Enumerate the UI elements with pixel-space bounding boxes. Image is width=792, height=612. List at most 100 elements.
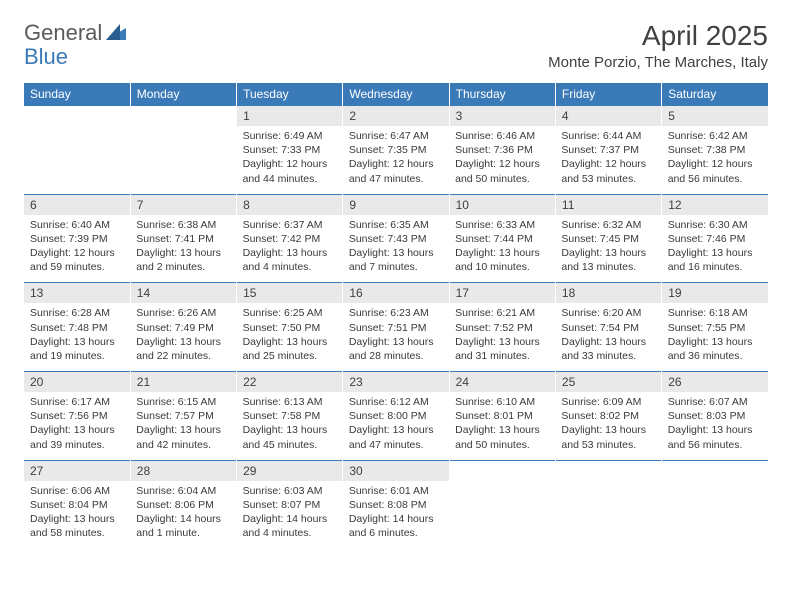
detail-row: Sunrise: 6:40 AMSunset: 7:39 PMDaylight:… [24,215,768,283]
day-detail-cell: Sunrise: 6:26 AMSunset: 7:49 PMDaylight:… [130,303,236,371]
day-detail-cell: Sunrise: 6:32 AMSunset: 7:45 PMDaylight:… [555,215,661,283]
daynum-row: 27282930 [24,460,768,481]
day-number-cell: 18 [555,283,661,304]
day-number-cell: 24 [449,372,555,393]
day-number-cell: 6 [24,194,130,215]
day-detail-cell: Sunrise: 6:23 AMSunset: 7:51 PMDaylight:… [343,303,449,371]
detail-row: Sunrise: 6:28 AMSunset: 7:48 PMDaylight:… [24,303,768,371]
page: General April 2025 Monte Porzio, The Mar… [0,0,792,568]
day-number-cell: 7 [130,194,236,215]
weekday-header-row: SundayMondayTuesdayWednesdayThursdayFrid… [24,83,768,106]
day-number-cell: 4 [555,106,661,127]
weekday-header: Sunday [24,83,130,106]
day-number-cell: 16 [343,283,449,304]
day-number-cell: 13 [24,283,130,304]
day-number-cell: 21 [130,372,236,393]
day-number-cell [24,106,130,127]
day-detail-cell: Sunrise: 6:38 AMSunset: 7:41 PMDaylight:… [130,215,236,283]
day-number-cell: 12 [662,194,768,215]
title-block: April 2025 Monte Porzio, The Marches, It… [548,20,768,71]
detail-row: Sunrise: 6:17 AMSunset: 7:56 PMDaylight:… [24,392,768,460]
day-number-cell: 2 [343,106,449,127]
day-number-cell: 28 [130,460,236,481]
day-number-cell: 1 [237,106,343,127]
calendar-body: 12345Sunrise: 6:49 AMSunset: 7:33 PMDayl… [24,106,768,549]
daynum-row: 13141516171819 [24,283,768,304]
day-number-cell [662,460,768,481]
weekday-header: Friday [555,83,661,106]
day-detail-cell: Sunrise: 6:35 AMSunset: 7:43 PMDaylight:… [343,215,449,283]
day-detail-cell: Sunrise: 6:40 AMSunset: 7:39 PMDaylight:… [24,215,130,283]
day-number-cell: 9 [343,194,449,215]
day-detail-cell: Sunrise: 6:15 AMSunset: 7:57 PMDaylight:… [130,392,236,460]
logo-text-blue: Blue [24,44,68,70]
day-number-cell: 29 [237,460,343,481]
calendar-table: SundayMondayTuesdayWednesdayThursdayFrid… [24,83,768,548]
daynum-row: 12345 [24,106,768,127]
day-number-cell: 20 [24,372,130,393]
day-detail-cell: Sunrise: 6:04 AMSunset: 8:06 PMDaylight:… [130,481,236,549]
day-detail-cell: Sunrise: 6:42 AMSunset: 7:38 PMDaylight:… [662,126,768,194]
day-detail-cell: Sunrise: 6:10 AMSunset: 8:01 PMDaylight:… [449,392,555,460]
day-number-cell: 14 [130,283,236,304]
logo: General [24,20,128,46]
day-detail-cell: Sunrise: 6:13 AMSunset: 7:58 PMDaylight:… [237,392,343,460]
day-number-cell [449,460,555,481]
day-number-cell: 15 [237,283,343,304]
day-number-cell [555,460,661,481]
day-number-cell: 17 [449,283,555,304]
day-number-cell: 26 [662,372,768,393]
day-number-cell: 25 [555,372,661,393]
day-number-cell: 5 [662,106,768,127]
day-number-cell: 19 [662,283,768,304]
logo-icon [106,20,126,46]
day-number-cell: 10 [449,194,555,215]
day-detail-cell: Sunrise: 6:30 AMSunset: 7:46 PMDaylight:… [662,215,768,283]
day-number-cell: 11 [555,194,661,215]
day-detail-cell: Sunrise: 6:46 AMSunset: 7:36 PMDaylight:… [449,126,555,194]
day-number-cell: 30 [343,460,449,481]
calendar-head: SundayMondayTuesdayWednesdayThursdayFrid… [24,83,768,106]
day-number-cell: 22 [237,372,343,393]
day-detail-cell: Sunrise: 6:01 AMSunset: 8:08 PMDaylight:… [343,481,449,549]
day-detail-cell: Sunrise: 6:37 AMSunset: 7:42 PMDaylight:… [237,215,343,283]
weekday-header: Monday [130,83,236,106]
weekday-header: Tuesday [237,83,343,106]
weekday-header: Wednesday [343,83,449,106]
day-number-cell: 23 [343,372,449,393]
day-detail-cell: Sunrise: 6:09 AMSunset: 8:02 PMDaylight:… [555,392,661,460]
detail-row: Sunrise: 6:49 AMSunset: 7:33 PMDaylight:… [24,126,768,194]
day-detail-cell: Sunrise: 6:33 AMSunset: 7:44 PMDaylight:… [449,215,555,283]
day-detail-cell [130,126,236,194]
day-detail-cell: Sunrise: 6:17 AMSunset: 7:56 PMDaylight:… [24,392,130,460]
day-detail-cell: Sunrise: 6:20 AMSunset: 7:54 PMDaylight:… [555,303,661,371]
day-number-cell: 3 [449,106,555,127]
location: Monte Porzio, The Marches, Italy [548,54,768,71]
day-number-cell: 27 [24,460,130,481]
day-detail-cell: Sunrise: 6:06 AMSunset: 8:04 PMDaylight:… [24,481,130,549]
day-number-cell: 8 [237,194,343,215]
day-detail-cell: Sunrise: 6:18 AMSunset: 7:55 PMDaylight:… [662,303,768,371]
day-detail-cell: Sunrise: 6:47 AMSunset: 7:35 PMDaylight:… [343,126,449,194]
day-detail-cell: Sunrise: 6:49 AMSunset: 7:33 PMDaylight:… [237,126,343,194]
day-detail-cell [662,481,768,549]
daynum-row: 20212223242526 [24,372,768,393]
day-detail-cell: Sunrise: 6:03 AMSunset: 8:07 PMDaylight:… [237,481,343,549]
day-detail-cell: Sunrise: 6:44 AMSunset: 7:37 PMDaylight:… [555,126,661,194]
day-detail-cell: Sunrise: 6:12 AMSunset: 8:00 PMDaylight:… [343,392,449,460]
daynum-row: 6789101112 [24,194,768,215]
day-detail-cell: Sunrise: 6:21 AMSunset: 7:52 PMDaylight:… [449,303,555,371]
day-detail-cell [449,481,555,549]
logo-text-general: General [24,20,102,46]
header: General April 2025 Monte Porzio, The Mar… [24,20,768,71]
weekday-header: Thursday [449,83,555,106]
month-title: April 2025 [548,20,768,52]
weekday-header: Saturday [662,83,768,106]
day-detail-cell [555,481,661,549]
day-detail-cell: Sunrise: 6:25 AMSunset: 7:50 PMDaylight:… [237,303,343,371]
day-detail-cell [24,126,130,194]
day-number-cell [130,106,236,127]
day-detail-cell: Sunrise: 6:28 AMSunset: 7:48 PMDaylight:… [24,303,130,371]
day-detail-cell: Sunrise: 6:07 AMSunset: 8:03 PMDaylight:… [662,392,768,460]
detail-row: Sunrise: 6:06 AMSunset: 8:04 PMDaylight:… [24,481,768,549]
